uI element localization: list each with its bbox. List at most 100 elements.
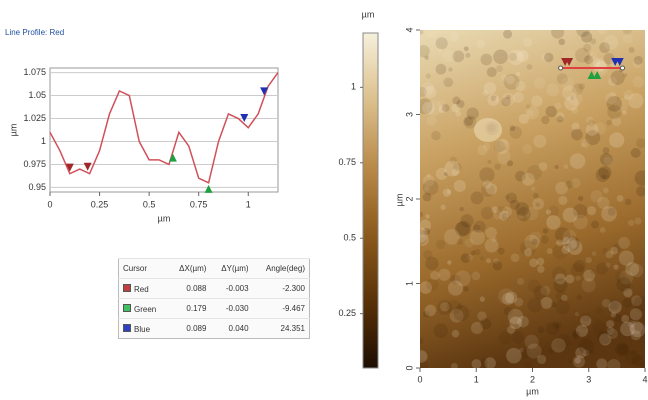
- grain: [569, 95, 575, 101]
- y-tick-label: 1.05: [28, 90, 46, 100]
- grain: [602, 248, 609, 254]
- grain: [533, 77, 546, 89]
- grain: [508, 49, 524, 66]
- grain: [622, 30, 632, 35]
- grain: [424, 55, 429, 60]
- grain: [575, 347, 587, 359]
- grain: [591, 319, 606, 334]
- grain: [493, 49, 508, 65]
- grain: [525, 106, 540, 120]
- table-cell: -9.467: [252, 298, 310, 319]
- grain: [564, 96, 579, 111]
- grain: [420, 350, 428, 363]
- grain: [571, 122, 580, 131]
- grain: [544, 52, 554, 63]
- grain: [448, 67, 453, 72]
- grain: [483, 82, 497, 95]
- grain: [506, 347, 522, 364]
- grain: [500, 74, 508, 81]
- grain: [524, 234, 540, 250]
- grain: [555, 334, 571, 350]
- grain: [572, 330, 580, 337]
- grain: [596, 358, 608, 368]
- grain: [504, 194, 510, 200]
- grain: [501, 212, 510, 221]
- y-tick-label: 1.075: [23, 67, 46, 77]
- y-tick-label: 0: [404, 365, 414, 370]
- grain: [479, 296, 485, 302]
- grain: [470, 191, 484, 205]
- grain: [625, 262, 640, 276]
- grain: [572, 203, 588, 219]
- grain: [420, 231, 426, 238]
- grain: [568, 359, 573, 364]
- grain: [615, 342, 630, 357]
- grain: [629, 263, 644, 278]
- grain: [494, 97, 500, 103]
- grain: [453, 305, 470, 322]
- grain: [515, 170, 526, 182]
- grain: [575, 47, 590, 63]
- grain: [564, 235, 580, 251]
- grain: [572, 355, 585, 368]
- grain: [495, 206, 507, 217]
- grain: [460, 214, 474, 228]
- cell-text: -0.030: [225, 304, 249, 313]
- y-tick-label: 4: [404, 27, 414, 32]
- grain: [420, 219, 432, 231]
- grain: [603, 156, 612, 165]
- grain: [546, 83, 560, 97]
- y-tick-label: 3: [404, 112, 414, 117]
- cell-text: -9.467: [282, 304, 305, 313]
- grain: [501, 92, 515, 106]
- grain: [492, 260, 503, 271]
- grain: [628, 93, 644, 109]
- grain: [630, 321, 645, 338]
- cell-text: ΔX(µm): [179, 264, 207, 273]
- grain: [422, 249, 433, 260]
- table-header: Cursor ΔX(µm) ΔY(µm) Angle(deg): [118, 258, 310, 279]
- grain: [612, 243, 621, 252]
- cell-text: Angle(deg): [265, 264, 305, 273]
- grain: [494, 163, 501, 170]
- panel-title: Line Profile: Red: [5, 28, 64, 37]
- grain: [425, 256, 439, 271]
- grain: [526, 343, 542, 359]
- x-tick-label: 0: [417, 374, 422, 384]
- grain: [512, 92, 524, 103]
- grain: [472, 224, 481, 233]
- grain: [509, 125, 516, 131]
- grain: [562, 236, 570, 245]
- grain: [424, 30, 439, 38]
- grain: [581, 313, 591, 322]
- grain: [633, 55, 643, 65]
- grain: [420, 98, 433, 115]
- grain: [499, 139, 508, 148]
- grain: [606, 96, 622, 112]
- grain: [484, 238, 499, 253]
- color-swatch: [123, 323, 131, 332]
- grain: [548, 349, 554, 354]
- grain: [503, 73, 520, 90]
- x-tick-label: 0.75: [190, 199, 208, 209]
- grain: [554, 164, 559, 170]
- grain: [595, 167, 610, 183]
- cursor-marker: [565, 58, 574, 67]
- table-row: Blue 0.089 0.040 24.351: [118, 318, 310, 339]
- grain: [551, 266, 567, 282]
- grain: [570, 241, 578, 249]
- grain: [573, 259, 586, 273]
- grain: [561, 77, 575, 92]
- grain: [578, 83, 585, 90]
- grain: [597, 331, 611, 345]
- grain: [437, 47, 443, 53]
- cell-text: 0.040: [228, 324, 249, 333]
- grain: [545, 209, 552, 215]
- grain: [435, 37, 448, 50]
- grain: [435, 63, 447, 75]
- grain: [491, 206, 499, 214]
- grain: [420, 211, 424, 218]
- cursor-marker: [204, 184, 213, 193]
- grain: [516, 277, 525, 286]
- grain: [578, 195, 584, 202]
